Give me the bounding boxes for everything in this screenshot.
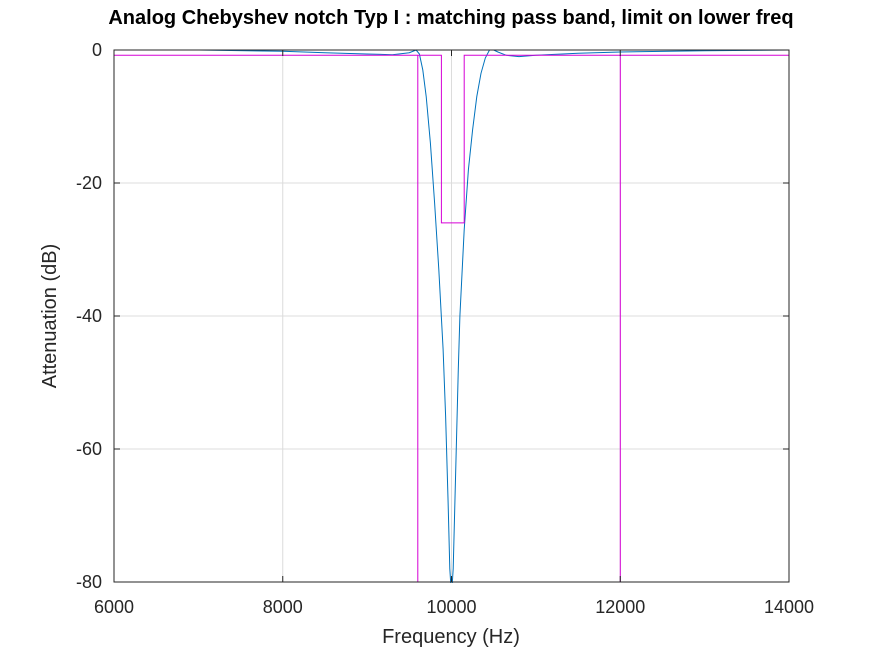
grid bbox=[113, 49, 790, 583]
ticks: 6000 8000 10000 12000 14000 0 -20 -40 -60 -80 bbox=[76, 40, 814, 617]
x-tick-label: 10000 bbox=[426, 597, 476, 617]
y-tick-label: -60 bbox=[76, 439, 102, 459]
x-tick-label: 14000 bbox=[764, 597, 814, 617]
y-tick-label: -40 bbox=[76, 306, 102, 326]
y-tick-label: -20 bbox=[76, 173, 102, 193]
x-tick-label: 12000 bbox=[595, 597, 645, 617]
x-axis-label: Frequency (Hz) bbox=[382, 626, 520, 648]
y-tick-label: -80 bbox=[76, 572, 102, 592]
series-line-2 bbox=[114, 54, 789, 582]
series-line-1 bbox=[114, 49, 789, 583]
y-axis-label: Attenuation (dB) bbox=[39, 244, 61, 389]
chart-title: Analog Chebyshev notch Typ I : matching … bbox=[108, 7, 793, 29]
x-tick-label: 8000 bbox=[263, 597, 303, 617]
x-tick-label: 6000 bbox=[94, 597, 134, 617]
y-tick-label: 0 bbox=[92, 40, 102, 60]
